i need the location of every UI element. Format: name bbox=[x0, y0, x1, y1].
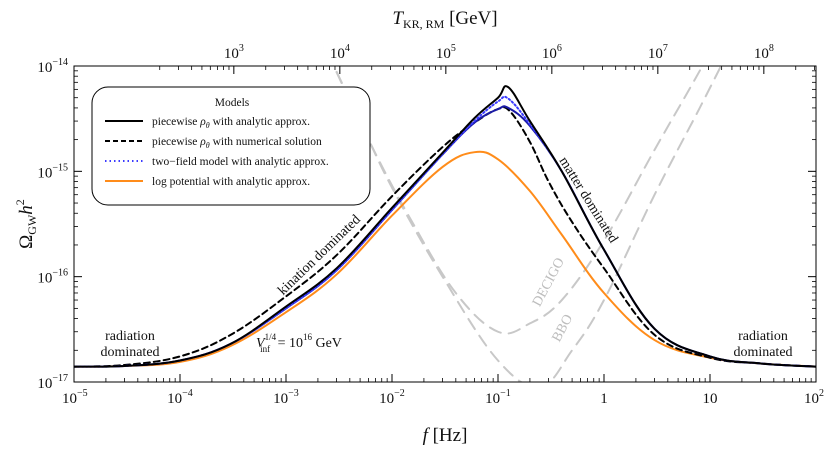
x-tick-label: 10−4 bbox=[167, 388, 193, 407]
series-line-piecewise-with-analytic-approx- bbox=[74, 85, 816, 368]
annotation-matter: matter dominated bbox=[556, 154, 621, 245]
y-tick-label: 10−16 bbox=[37, 268, 68, 287]
x2-tick-label: 106 bbox=[542, 43, 562, 62]
x2-tick-label: 105 bbox=[436, 43, 456, 62]
series-layer bbox=[74, 66, 816, 382]
x-tick-label: 102 bbox=[804, 388, 824, 407]
x-axis-label: f [Hz] bbox=[423, 425, 468, 446]
y-tick-label: 10−15 bbox=[37, 162, 68, 181]
legend-box bbox=[91, 86, 371, 206]
y-axis-label: ΩGWh2 bbox=[13, 199, 39, 249]
x2-tick-label: 107 bbox=[648, 43, 668, 62]
y-tick-label: 10−14 bbox=[37, 57, 68, 76]
annotation-bbo: BBO bbox=[550, 312, 577, 344]
annotation-radiation-left-line1: radiation bbox=[105, 329, 155, 344]
annotation-radiation-left-line2: dominated bbox=[100, 345, 159, 360]
series-line-log-potential-with-analytic-approx- bbox=[74, 150, 816, 368]
legend-title: Models bbox=[215, 97, 250, 109]
series-line-decigo bbox=[332, 66, 704, 335]
x-tick-label: 10−3 bbox=[273, 388, 299, 407]
legend-entry-3: two−field model with analytic approx. bbox=[152, 156, 329, 168]
series-line-bbo bbox=[332, 66, 723, 382]
legend-entry-2: piecewise ρθ with numerical solution bbox=[152, 136, 322, 150]
x-tick-label: 10−1 bbox=[485, 388, 511, 407]
legend: Models piecewise ρθ with analytic approx… bbox=[91, 86, 371, 206]
x-tick-label: 1 bbox=[600, 391, 608, 407]
x2-tick-label: 103 bbox=[224, 43, 244, 62]
annotation-radiation-right-line2: dominated bbox=[733, 345, 792, 360]
x2-axis-label: TKR, RM [GeV] bbox=[392, 8, 497, 31]
x-tick-label: 10 bbox=[703, 391, 718, 407]
y-tick-label: 10−17 bbox=[37, 373, 68, 392]
x2-tick-label: 108 bbox=[754, 43, 774, 62]
x-tick-label: 10−5 bbox=[62, 388, 88, 407]
plot-frame bbox=[73, 65, 817, 383]
ticks-layer: 10−5 10−4 10−3 10−2 10−1 1 10 102 10−17 10−16 10−1… bbox=[37, 43, 824, 407]
annotation-radiation-right-line1: radiation bbox=[738, 329, 788, 344]
x2-tick-label: 104 bbox=[330, 43, 350, 62]
annotation-vinf: V1/4 inf = 1016 GeV bbox=[256, 332, 342, 354]
x-tick-label: 10−2 bbox=[379, 388, 405, 407]
legend-entry-4: log potential with analytic approx. bbox=[152, 176, 310, 188]
legend-entry-1: piecewise ρθ with analytic approx. bbox=[152, 116, 310, 130]
annotation-decigo: DECIGO bbox=[530, 255, 568, 309]
